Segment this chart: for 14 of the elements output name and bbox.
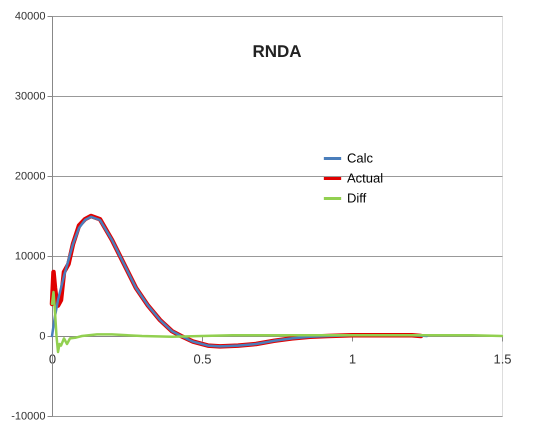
y-tick-label: 0: [39, 330, 46, 342]
legend-label: Actual: [347, 170, 384, 186]
y-tick-label: 20000: [14, 170, 46, 182]
x-tick-label: 1.5: [493, 352, 512, 366]
y-tick-label: -10000: [11, 410, 46, 422]
line-series: [50, 290, 504, 354]
text: RNDA: [252, 42, 302, 61]
x-tick-label: 0.5: [193, 352, 212, 366]
y-tick-label: 30000: [14, 90, 46, 102]
legend-label: Calc: [347, 150, 374, 166]
y-tick-label: 10000: [14, 250, 46, 262]
x-tick-label: 1: [348, 352, 356, 366]
legend-label: Diff: [347, 190, 367, 206]
y-tick-label: 40000: [14, 10, 46, 22]
